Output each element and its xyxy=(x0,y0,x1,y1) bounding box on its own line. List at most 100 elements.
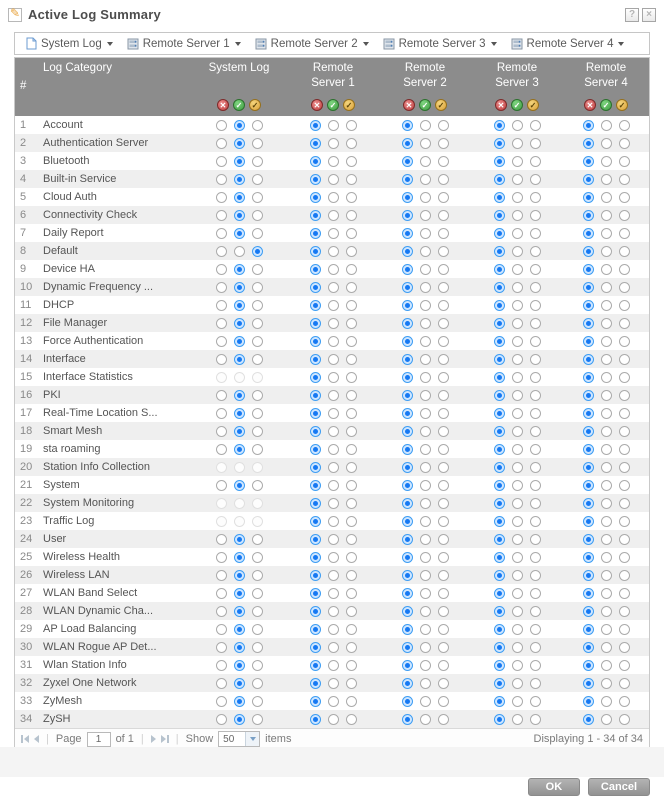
radio-disable[interactable] xyxy=(309,641,321,653)
radio-disable[interactable] xyxy=(401,155,413,167)
radio-debug[interactable] xyxy=(618,407,630,419)
radio-debug[interactable] xyxy=(437,137,449,149)
radio-enable[interactable] xyxy=(511,497,523,509)
radio-enable[interactable] xyxy=(511,227,523,239)
radio-disable[interactable] xyxy=(215,659,227,671)
radio-debug[interactable] xyxy=(345,623,357,635)
radio-disable[interactable] xyxy=(493,155,505,167)
radio-disable[interactable] xyxy=(401,335,413,347)
radio-disable[interactable] xyxy=(215,569,227,581)
radio-debug[interactable] xyxy=(529,533,541,545)
radio-enable[interactable] xyxy=(600,497,612,509)
radio-disable[interactable] xyxy=(582,461,594,473)
radio-disable[interactable] xyxy=(309,191,321,203)
radio-debug[interactable] xyxy=(529,605,541,617)
radio-disable[interactable] xyxy=(215,119,227,131)
radio-debug[interactable] xyxy=(618,119,630,131)
radio-enable[interactable] xyxy=(233,299,245,311)
radio-debug[interactable] xyxy=(251,533,263,545)
radio-debug[interactable] xyxy=(529,335,541,347)
radio-disable[interactable] xyxy=(309,587,321,599)
radio-disable[interactable] xyxy=(582,659,594,671)
radio-disable[interactable] xyxy=(309,209,321,221)
radio-debug[interactable] xyxy=(345,191,357,203)
radio-disable[interactable] xyxy=(215,173,227,185)
radio-enable[interactable] xyxy=(327,713,339,725)
radio-disable[interactable] xyxy=(582,443,594,455)
radio-disable[interactable] xyxy=(582,623,594,635)
radio-disable[interactable] xyxy=(309,317,321,329)
close-button[interactable]: × xyxy=(642,7,656,22)
radio-debug[interactable] xyxy=(437,245,449,257)
radio-disable[interactable] xyxy=(493,515,505,527)
radio-debug[interactable] xyxy=(437,515,449,527)
radio-debug[interactable] xyxy=(251,119,263,131)
radio-debug[interactable] xyxy=(529,695,541,707)
radio-debug[interactable] xyxy=(345,425,357,437)
radio-disable[interactable] xyxy=(493,587,505,599)
radio-disable[interactable] xyxy=(582,191,594,203)
radio-enable[interactable] xyxy=(327,137,339,149)
radio-disable[interactable] xyxy=(309,533,321,545)
radio-debug[interactable] xyxy=(529,191,541,203)
radio-debug[interactable] xyxy=(345,299,357,311)
radio-enable[interactable] xyxy=(327,281,339,293)
radio-enable[interactable] xyxy=(419,569,431,581)
radio-disable[interactable] xyxy=(309,155,321,167)
radio-debug[interactable] xyxy=(529,641,541,653)
radio-disable[interactable] xyxy=(401,209,413,221)
radio-enable[interactable] xyxy=(327,335,339,347)
radio-disable[interactable] xyxy=(493,245,505,257)
radio-enable[interactable] xyxy=(511,155,523,167)
radio-debug[interactable] xyxy=(437,191,449,203)
radio-debug[interactable] xyxy=(345,533,357,545)
radio-enable[interactable] xyxy=(419,317,431,329)
radio-disable[interactable] xyxy=(309,371,321,383)
toolbar-button-remote-server-2[interactable]: Remote Server 2 xyxy=(250,36,374,52)
radio-disable[interactable] xyxy=(309,623,321,635)
radio-debug[interactable] xyxy=(345,263,357,275)
radio-disable[interactable] xyxy=(582,497,594,509)
radio-debug[interactable] xyxy=(345,371,357,383)
radio-disable[interactable] xyxy=(493,551,505,563)
radio-enable[interactable] xyxy=(233,227,245,239)
radio-debug[interactable] xyxy=(618,479,630,491)
radio-enable[interactable] xyxy=(419,137,431,149)
radio-disable[interactable] xyxy=(309,335,321,347)
radio-disable[interactable] xyxy=(582,281,594,293)
radio-debug[interactable] xyxy=(345,461,357,473)
radio-enable[interactable] xyxy=(600,335,612,347)
radio-disable[interactable] xyxy=(309,659,321,671)
radio-debug[interactable] xyxy=(529,317,541,329)
radio-disable[interactable] xyxy=(493,497,505,509)
radio-debug[interactable] xyxy=(618,245,630,257)
radio-disable[interactable] xyxy=(309,281,321,293)
radio-disable[interactable] xyxy=(309,227,321,239)
radio-enable[interactable] xyxy=(327,443,339,455)
radio-enable[interactable] xyxy=(600,209,612,221)
toolbar-button-remote-server-1[interactable]: Remote Server 1 xyxy=(122,36,246,52)
radio-enable[interactable] xyxy=(419,497,431,509)
radio-debug[interactable] xyxy=(618,389,630,401)
radio-enable[interactable] xyxy=(233,425,245,437)
radio-enable[interactable] xyxy=(419,425,431,437)
radio-enable[interactable] xyxy=(327,677,339,689)
radio-enable[interactable] xyxy=(233,605,245,617)
radio-disable[interactable] xyxy=(582,353,594,365)
radio-enable[interactable] xyxy=(327,191,339,203)
radio-debug[interactable] xyxy=(251,551,263,563)
radio-enable[interactable] xyxy=(233,677,245,689)
radio-enable[interactable] xyxy=(233,587,245,599)
radio-enable[interactable] xyxy=(327,461,339,473)
radio-disable[interactable] xyxy=(309,677,321,689)
radio-disable[interactable] xyxy=(309,713,321,725)
radio-disable[interactable] xyxy=(215,155,227,167)
radio-enable[interactable] xyxy=(327,533,339,545)
radio-enable[interactable] xyxy=(419,623,431,635)
radio-debug[interactable] xyxy=(529,677,541,689)
radio-disable[interactable] xyxy=(493,677,505,689)
radio-debug[interactable] xyxy=(345,569,357,581)
radio-disable[interactable] xyxy=(215,443,227,455)
radio-enable[interactable] xyxy=(600,479,612,491)
radio-debug[interactable] xyxy=(345,155,357,167)
